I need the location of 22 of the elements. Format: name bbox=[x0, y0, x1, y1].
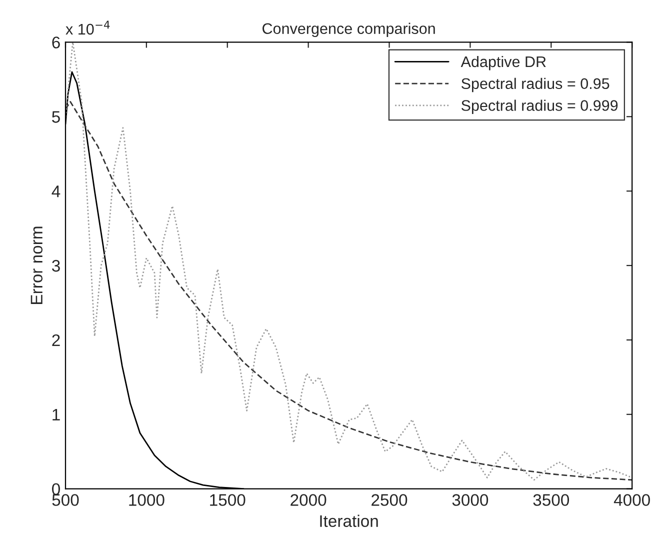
legend-label: Spectral radius = 0.95 bbox=[461, 78, 610, 92]
x-tick-label: 500 bbox=[52, 494, 79, 506]
x-tick-label: 3500 bbox=[533, 494, 570, 506]
x-tick-label: 4000 bbox=[614, 494, 650, 506]
y-tick-label: 1 bbox=[52, 408, 60, 420]
y-axis-title: Error norm bbox=[30, 226, 43, 304]
legend-label: Adaptive DR bbox=[460, 56, 546, 70]
text: x 10$^{−4}$ bbox=[66, 20, 110, 35]
x-tick-label: 3000 bbox=[452, 494, 488, 506]
y-tick-label: 5 bbox=[52, 111, 60, 123]
x-tick-label: 1500 bbox=[210, 494, 246, 506]
y-tick-label: 3 bbox=[52, 260, 60, 272]
y-tick-label: 4 bbox=[52, 186, 60, 198]
y-tick-label: 2 bbox=[52, 334, 60, 346]
x-tick-label: 1000 bbox=[129, 494, 164, 506]
legend-label: Spectral radius = 0.999 bbox=[461, 100, 618, 114]
x-tick-label: 2000 bbox=[290, 494, 326, 506]
y-tick-label: 0 bbox=[52, 483, 60, 496]
chart-title: Convergence comparison bbox=[262, 22, 435, 38]
x-axis-title: Iteration bbox=[320, 514, 378, 528]
x-tick-label: 2500 bbox=[372, 494, 408, 506]
y-tick-label: 6 bbox=[52, 36, 60, 48]
